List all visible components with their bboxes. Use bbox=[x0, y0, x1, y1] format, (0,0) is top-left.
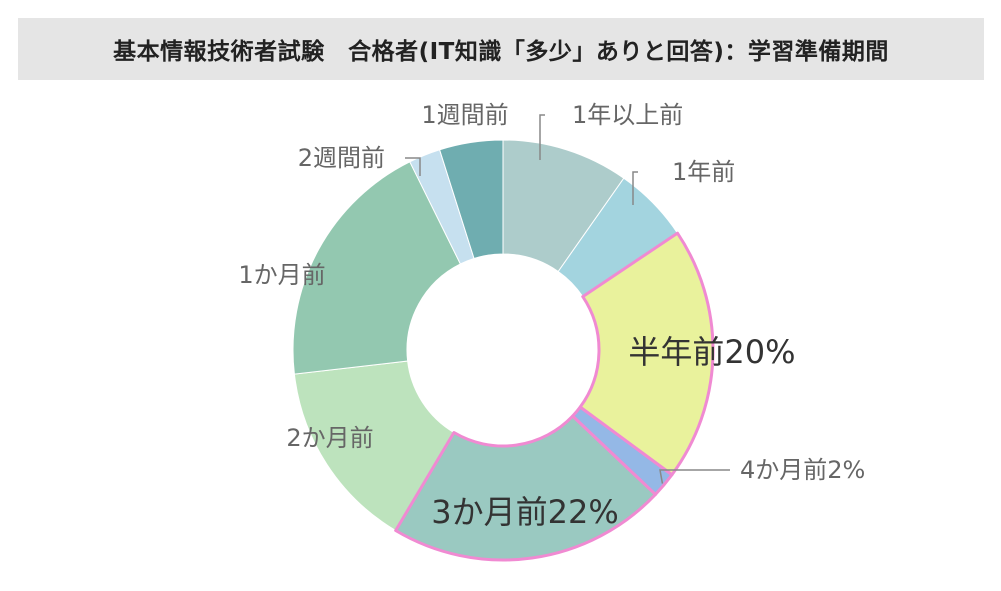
slice-1-label: 1年以上前 bbox=[572, 101, 683, 129]
slice-9-label: 1週間前 bbox=[421, 101, 508, 129]
highlights-group bbox=[394, 231, 715, 562]
slice-2-label: 1年前 bbox=[672, 158, 735, 186]
leader-lines-group bbox=[405, 114, 730, 484]
slice-7-arc bbox=[292, 161, 462, 375]
slice-4-label: 4か月前2% bbox=[740, 456, 865, 484]
slice-9-arc bbox=[439, 139, 504, 260]
slice-8-leader-line bbox=[405, 157, 421, 176]
chart-title: 基本情報技術者試験 合格者(IT知識「多少」ありと回答)：学習準備期間 bbox=[113, 39, 889, 65]
slice-8-label: 2週間前 bbox=[298, 144, 385, 172]
slice-7-label: 1か月前 bbox=[238, 261, 325, 289]
title-bar: 基本情報技術者試験 合格者(IT知識「多少」ありと回答)：学習準備期間 bbox=[18, 18, 984, 80]
slice-2-leader-line bbox=[632, 171, 638, 205]
slices-group bbox=[292, 139, 714, 561]
slice-5-label: 3か月前22% bbox=[431, 493, 619, 531]
slice-1-leader-line bbox=[539, 114, 545, 160]
slice-4-leader-line bbox=[659, 469, 730, 484]
slice-3-highlight-outline bbox=[578, 231, 715, 477]
slice-6-label: 2か月前 bbox=[286, 424, 373, 452]
slice-3-label: 半年前20% bbox=[628, 333, 795, 371]
slice-5-highlight-outline bbox=[394, 414, 657, 562]
slice-6-arc bbox=[293, 360, 455, 532]
